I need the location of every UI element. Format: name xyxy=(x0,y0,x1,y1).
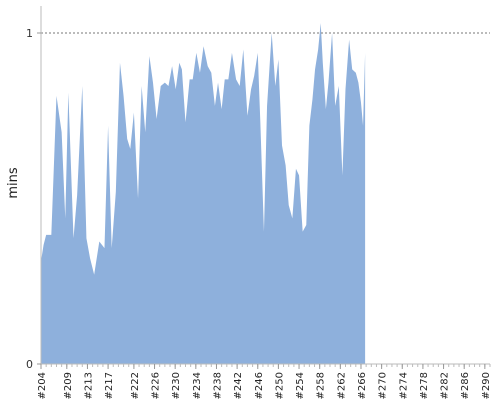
x-tick-label: #290 xyxy=(481,372,492,399)
x-tick-label: #242 xyxy=(233,372,244,399)
x-tick-label: #286 xyxy=(460,372,471,399)
x-tick-label: #282 xyxy=(440,372,451,399)
x-tick-label: #246 xyxy=(254,372,265,399)
plot-area xyxy=(41,23,366,364)
x-tick-label: #234 xyxy=(192,372,203,399)
x-tick-label: #213 xyxy=(83,372,94,399)
x-tick-label: #250 xyxy=(274,372,285,399)
x-tick-label: #270 xyxy=(378,372,389,399)
y-axis-title: mins xyxy=(6,167,21,199)
x-tick-label: #258 xyxy=(316,372,327,399)
axes: 0 1 #204 #209 #213 #217 #222 #226 #230 #234 #238 #2… xyxy=(26,6,492,399)
area-series-0 xyxy=(41,23,366,364)
x-tick-label: #266 xyxy=(357,372,368,399)
x-tick-label: #238 xyxy=(212,372,223,399)
x-tick-label: #278 xyxy=(419,372,430,399)
y-tick-label: 0 xyxy=(26,358,33,371)
y-tick-label: 1 xyxy=(26,27,33,40)
x-tick-label: #204 xyxy=(37,372,48,399)
x-tick-label: #262 xyxy=(336,372,347,399)
x-tick-label: #222 xyxy=(130,372,141,399)
x-tick-label: #254 xyxy=(295,372,306,399)
x-tick-label: #274 xyxy=(398,372,409,399)
x-tick-label: #217 xyxy=(104,372,115,399)
x-tick-label: #209 xyxy=(63,372,74,399)
x-tick-label: #230 xyxy=(171,372,182,399)
x-tick-label: #226 xyxy=(151,372,162,399)
